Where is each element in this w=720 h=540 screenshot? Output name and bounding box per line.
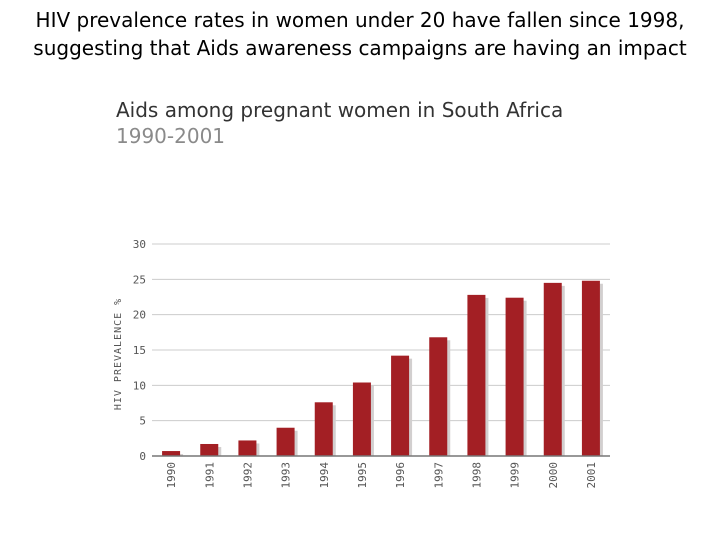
x-tick-label: 1990 <box>165 462 178 489</box>
y-tick-label: 10 <box>133 379 146 392</box>
chart-subtitle: 1990-2001 <box>116 124 226 148</box>
bar-1997 <box>429 337 448 456</box>
x-tick-label: 1991 <box>203 462 216 489</box>
bar-1994 <box>314 402 333 456</box>
slide-title-line-2: suggesting that Aids awareness campaigns… <box>33 36 687 60</box>
x-tick-label: 1993 <box>280 462 293 489</box>
bar-1996 <box>391 355 410 456</box>
y-axis-label: HIV PREVALENCE % <box>113 298 124 410</box>
x-tick-label: 2000 <box>547 462 560 489</box>
bar-2000 <box>543 282 562 456</box>
chart-title: Aids among pregnant women in South Afric… <box>116 98 564 122</box>
x-tick-label: 1995 <box>356 462 369 489</box>
slide-title: HIV prevalence rates in women under 20 h… <box>0 6 720 62</box>
x-tick-label: 1994 <box>318 462 331 489</box>
bar-1995 <box>352 382 371 456</box>
y-tick-label: 30 <box>133 238 146 251</box>
bar-1998 <box>467 294 486 456</box>
x-tick-label: 1998 <box>470 462 483 489</box>
x-tick-label: 1992 <box>241 462 254 489</box>
slide-title-line-1: HIV prevalence rates in women under 20 h… <box>35 8 685 32</box>
bar-1999 <box>505 297 524 456</box>
x-tick-label: 1997 <box>432 462 445 489</box>
x-tick-label: 1996 <box>394 462 407 489</box>
bar-1991 <box>200 443 219 456</box>
y-tick-label: 5 <box>139 415 146 428</box>
y-tick-label: 20 <box>133 309 146 322</box>
x-tick-label: 1999 <box>509 462 522 489</box>
bar-1993 <box>276 427 295 456</box>
x-tick-label: 2001 <box>585 462 598 489</box>
bar-2001 <box>581 280 600 456</box>
y-tick-label: 0 <box>139 450 146 463</box>
y-tick-label: 25 <box>133 273 146 286</box>
y-tick-label: 15 <box>133 344 146 357</box>
bar-1990 <box>162 451 181 456</box>
bar-1992 <box>238 440 257 456</box>
